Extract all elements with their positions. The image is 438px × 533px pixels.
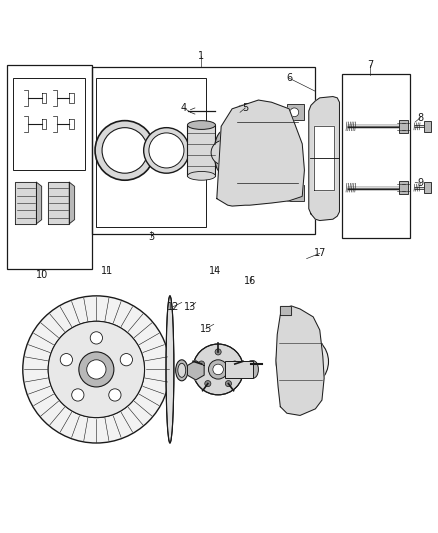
Polygon shape <box>217 100 304 206</box>
Circle shape <box>215 349 221 355</box>
Polygon shape <box>280 306 291 314</box>
Circle shape <box>226 381 232 386</box>
Ellipse shape <box>187 172 215 180</box>
Circle shape <box>213 364 223 375</box>
Circle shape <box>293 353 311 370</box>
Bar <box>424 182 431 193</box>
Circle shape <box>193 344 244 395</box>
Circle shape <box>79 352 114 387</box>
Polygon shape <box>69 182 74 224</box>
Circle shape <box>72 389 84 401</box>
Bar <box>399 120 408 133</box>
Circle shape <box>232 361 238 367</box>
Text: 10: 10 <box>35 270 48 280</box>
Ellipse shape <box>314 103 334 115</box>
Circle shape <box>102 128 148 173</box>
Text: 17: 17 <box>314 248 326 259</box>
Polygon shape <box>314 126 334 190</box>
Text: 9: 9 <box>417 178 424 188</box>
Bar <box>7 65 92 269</box>
Text: 11: 11 <box>101 266 113 276</box>
Bar <box>342 74 410 238</box>
Circle shape <box>313 343 321 351</box>
Circle shape <box>283 343 291 351</box>
Polygon shape <box>309 96 339 221</box>
Circle shape <box>191 366 201 375</box>
Bar <box>287 104 304 120</box>
Text: 13: 13 <box>184 302 197 312</box>
Circle shape <box>205 381 211 386</box>
Bar <box>13 78 85 170</box>
Circle shape <box>279 117 290 127</box>
Circle shape <box>239 108 245 114</box>
Circle shape <box>23 296 170 443</box>
Bar <box>96 78 206 227</box>
Polygon shape <box>276 306 324 415</box>
Circle shape <box>144 128 189 173</box>
Bar <box>187 125 215 176</box>
Circle shape <box>248 361 254 367</box>
Circle shape <box>319 202 329 213</box>
Circle shape <box>284 343 321 380</box>
Text: 8: 8 <box>417 112 424 123</box>
Ellipse shape <box>187 120 215 130</box>
Circle shape <box>208 360 228 379</box>
Ellipse shape <box>176 360 188 381</box>
Text: 12: 12 <box>167 302 179 312</box>
Circle shape <box>238 178 248 189</box>
Circle shape <box>319 103 329 114</box>
Ellipse shape <box>214 131 233 174</box>
Circle shape <box>95 120 155 180</box>
Circle shape <box>237 106 248 117</box>
Circle shape <box>288 386 299 397</box>
Text: 5: 5 <box>242 103 248 113</box>
Ellipse shape <box>166 296 174 443</box>
Ellipse shape <box>248 361 258 378</box>
Circle shape <box>290 108 299 117</box>
Circle shape <box>120 353 132 366</box>
Circle shape <box>149 133 184 168</box>
Circle shape <box>109 389 121 401</box>
Circle shape <box>283 373 291 381</box>
Bar <box>92 67 315 233</box>
Circle shape <box>279 178 290 189</box>
Bar <box>424 120 431 132</box>
Circle shape <box>48 321 145 418</box>
Circle shape <box>290 189 299 197</box>
Text: 6: 6 <box>286 73 292 83</box>
Text: 14: 14 <box>208 266 221 276</box>
Text: 15: 15 <box>200 324 212 334</box>
Text: 1: 1 <box>198 51 205 61</box>
Bar <box>225 361 253 378</box>
Circle shape <box>60 353 73 366</box>
Text: 16: 16 <box>244 276 257 286</box>
Bar <box>399 181 408 194</box>
Polygon shape <box>187 361 204 380</box>
Ellipse shape <box>178 364 186 377</box>
Circle shape <box>288 324 299 336</box>
Circle shape <box>313 373 321 381</box>
Circle shape <box>276 335 328 388</box>
Text: 4: 4 <box>181 103 187 113</box>
Circle shape <box>48 321 145 418</box>
Polygon shape <box>15 182 36 224</box>
Circle shape <box>211 140 236 165</box>
Polygon shape <box>36 182 42 224</box>
Circle shape <box>198 361 205 367</box>
Bar <box>287 185 304 201</box>
Ellipse shape <box>314 201 334 214</box>
Polygon shape <box>48 182 69 224</box>
Circle shape <box>90 332 102 344</box>
Circle shape <box>238 117 248 127</box>
Text: 3: 3 <box>148 232 154 242</box>
Text: 7: 7 <box>367 60 373 70</box>
Circle shape <box>87 360 106 379</box>
